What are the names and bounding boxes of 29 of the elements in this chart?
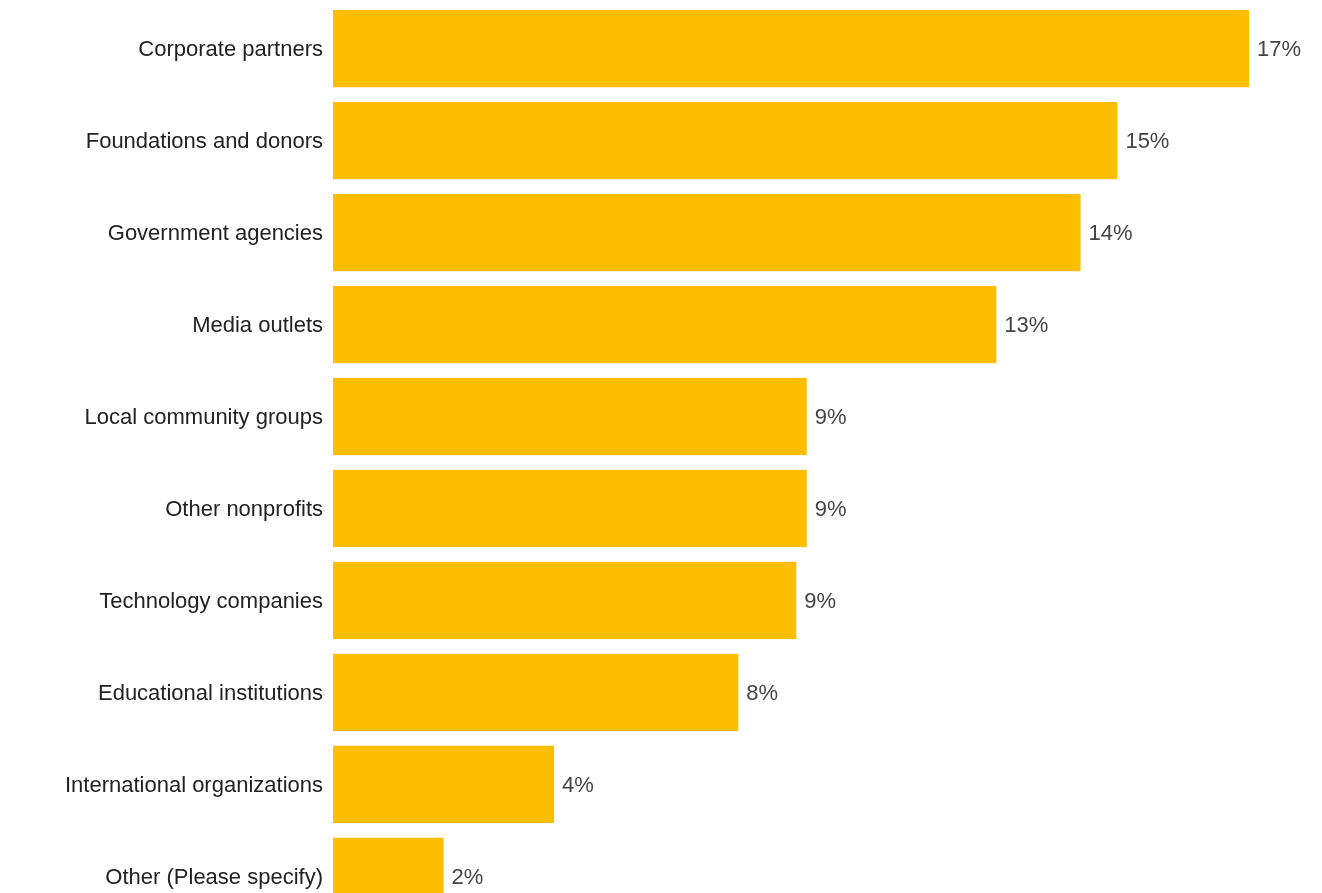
bar: [333, 10, 1249, 88]
data-label: 2%: [451, 864, 484, 890]
bar: [333, 745, 555, 824]
y-tick-label: Educational institutions: [97, 680, 323, 706]
y-tick-label: Local community groups: [84, 404, 323, 430]
data-label: 8%: [746, 680, 779, 706]
data-label: 9%: [814, 496, 847, 522]
data-label: 4%: [562, 772, 594, 798]
data-label: 15%: [1125, 128, 1170, 154]
data-label: 13%: [1004, 312, 1049, 338]
bar: [333, 561, 797, 640]
y-tick-label: Media outlets: [192, 312, 323, 338]
bar: [333, 101, 1118, 180]
y-tick-label: Technology companies: [99, 588, 323, 614]
y-tick-label: International organizations: [64, 772, 323, 798]
y-tick-label: Other (Please specify): [105, 864, 323, 890]
y-tick-label: Corporate partners: [138, 36, 323, 62]
data-label: 9%: [804, 588, 837, 614]
bar: [333, 377, 807, 456]
bar: [333, 285, 997, 364]
y-tick-label: Foundations and donors: [85, 128, 323, 154]
data-label: 9%: [814, 404, 847, 430]
bar: [333, 193, 1081, 272]
y-tick-label: Government agencies: [107, 220, 323, 246]
data-label: 17%: [1257, 36, 1302, 62]
bar: [333, 469, 807, 548]
data-label: 14%: [1088, 220, 1133, 246]
bar: [333, 653, 739, 732]
y-tick-label: Other nonprofits: [165, 496, 323, 522]
